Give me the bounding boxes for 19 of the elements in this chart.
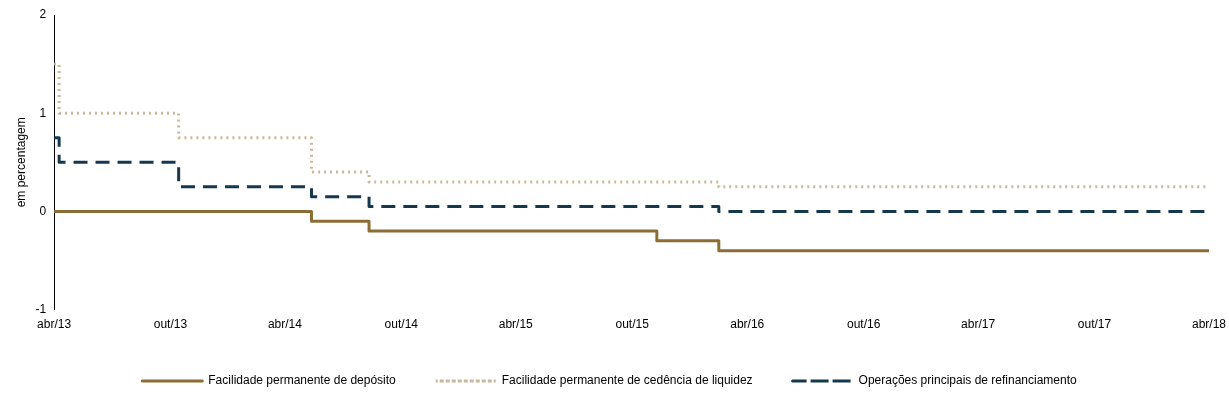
legend-label: Facilidade permanente de cedência de liquidez	[501, 373, 753, 388]
x-tick-label: abr/15	[498, 317, 534, 332]
x-tick-label: out/17	[1077, 317, 1112, 332]
x-tick-label: out/13	[153, 317, 188, 332]
x-tick-label: out/15	[615, 317, 650, 332]
x-tick-label: abr/14	[267, 317, 303, 332]
y-tick-label: 2	[39, 7, 47, 22]
x-tick-label: abr/13	[37, 317, 72, 332]
legend-label: Facilidade permanente de depósito	[208, 373, 397, 388]
x-tick-label: out/16	[846, 317, 881, 332]
x-tick-label: abr/17	[961, 317, 996, 332]
x-tick-label: abr/16	[730, 317, 765, 332]
y-axis-title: em percentagem	[13, 117, 28, 208]
y-tick-label: -1	[35, 301, 47, 316]
y-tick-label: 0	[39, 203, 47, 218]
y-tick-label: 1	[39, 105, 47, 120]
x-tick-label: out/14	[384, 317, 419, 332]
legend-label: Operações principais de refinanciamento	[858, 373, 1078, 388]
x-tick-label: abr/18	[1191, 317, 1227, 332]
